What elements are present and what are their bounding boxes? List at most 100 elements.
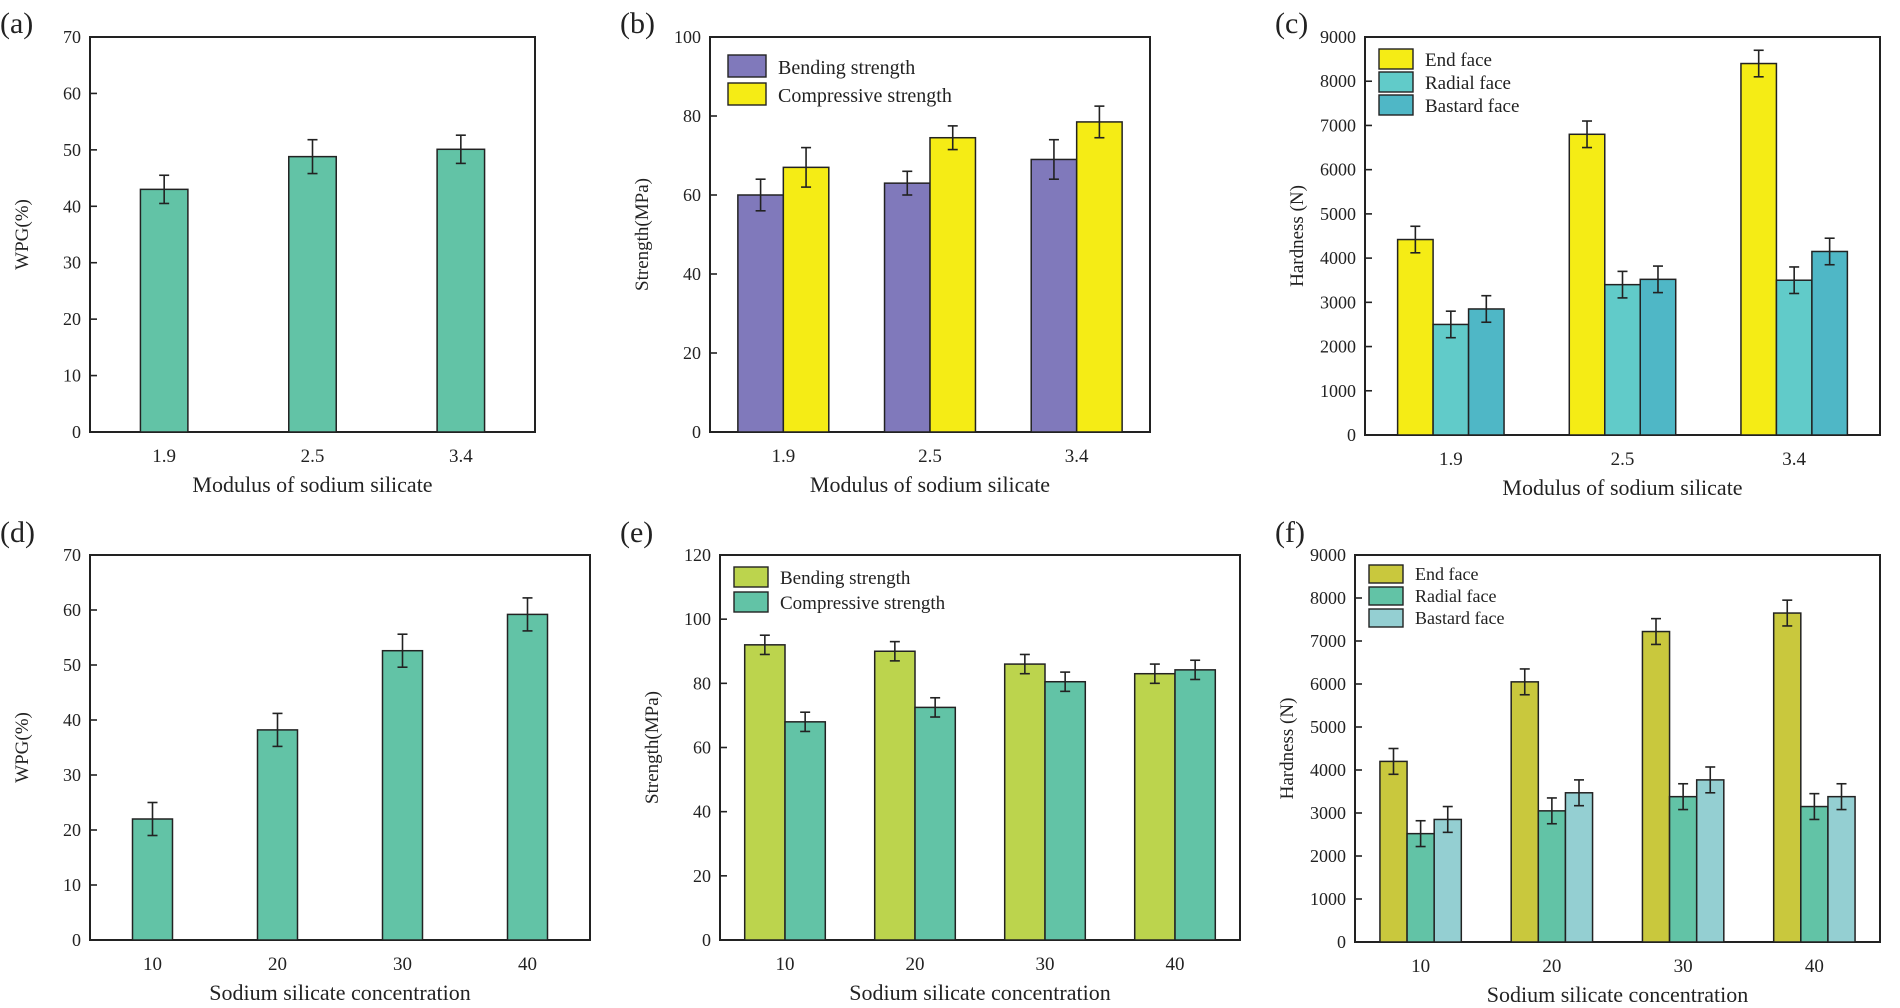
legend-label: Radial face bbox=[1425, 73, 1511, 94]
bar bbox=[1379, 760, 1408, 943]
x-tick-label: 10 bbox=[1411, 956, 1430, 977]
bar bbox=[1432, 323, 1470, 436]
bar bbox=[1133, 672, 1176, 941]
legend-swatch bbox=[1378, 48, 1414, 70]
bar bbox=[914, 706, 957, 941]
y-axis-label: Strength(MPa) bbox=[642, 691, 663, 804]
x-axis-label: Modulus of sodium silicate bbox=[1502, 475, 1742, 500]
y-tick-label: 6000 bbox=[1310, 674, 1346, 694]
legend-label: End face bbox=[1415, 564, 1478, 584]
y-axis-label: Hardness (N) bbox=[1277, 698, 1298, 800]
legend-swatch bbox=[1368, 564, 1404, 584]
y-tick-label: 10 bbox=[63, 366, 81, 386]
bar bbox=[1564, 792, 1594, 943]
y-tick-label: 3000 bbox=[1310, 803, 1346, 823]
legend-label: Bending strength bbox=[780, 568, 911, 589]
x-tick-label: 1.9 bbox=[1439, 449, 1463, 470]
bar bbox=[1396, 238, 1434, 436]
panel-c: (c) 0 1000 2000 3000 4000 5000 6000 7000 8000 9000… bbox=[1275, 7, 1881, 500]
panel-label: (d) bbox=[0, 516, 35, 549]
y-tick-label: 9000 bbox=[1320, 27, 1356, 47]
y-tick-label: 60 bbox=[693, 738, 711, 758]
bar bbox=[1641, 630, 1671, 943]
x-tick-label: 30 bbox=[393, 954, 412, 975]
bar bbox=[782, 166, 830, 433]
x-tick-label: 20 bbox=[1542, 956, 1561, 977]
y-tick-label: 60 bbox=[63, 600, 81, 620]
bar bbox=[1433, 818, 1463, 943]
bar bbox=[929, 136, 977, 433]
y-tick-label: 50 bbox=[63, 655, 81, 675]
x-tick-label: 40 bbox=[1805, 956, 1824, 977]
y-axis-label: WPG(%) bbox=[12, 199, 33, 270]
y-tick-label: 120 bbox=[684, 545, 711, 565]
panel-label: (f) bbox=[1275, 516, 1305, 549]
y-tick-label: 5000 bbox=[1320, 204, 1356, 224]
x-tick-label: 30 bbox=[1036, 954, 1055, 975]
y-tick-label: 20 bbox=[63, 309, 81, 329]
bar bbox=[1800, 805, 1829, 943]
x-tick-label: 40 bbox=[518, 954, 537, 975]
bar bbox=[1604, 283, 1641, 436]
x-tick-label: 10 bbox=[776, 954, 795, 975]
x-axis-label: Modulus of sodium silicate bbox=[192, 472, 432, 497]
y-tick-label: 20 bbox=[63, 820, 81, 840]
legend-label: Bastard face bbox=[1415, 608, 1504, 628]
legend-swatch bbox=[1368, 586, 1404, 606]
bar bbox=[1811, 250, 1849, 436]
y-tick-label: 3000 bbox=[1320, 292, 1356, 312]
legend-swatch bbox=[1378, 94, 1414, 116]
panel-d: (d) 0 10 20 30 40 50 60 70 WPG(%) Sodium silicate … bbox=[0, 516, 591, 1005]
bar bbox=[1044, 680, 1087, 941]
y-axis-label: Strength(MPa) bbox=[632, 178, 653, 291]
y-tick-label: 6000 bbox=[1320, 160, 1356, 180]
x-tick-label: 20 bbox=[268, 954, 287, 975]
legend-label: Compressive strength bbox=[780, 593, 946, 614]
y-tick-label: 7000 bbox=[1310, 631, 1346, 651]
x-tick-label: 10 bbox=[143, 954, 162, 975]
bar bbox=[1775, 279, 1813, 436]
bar bbox=[1510, 681, 1540, 943]
y-tick-label: 50 bbox=[63, 140, 81, 160]
y-tick-label: 60 bbox=[63, 83, 81, 103]
x-axis-label: Sodium silicate concentration bbox=[849, 980, 1111, 1005]
y-tick-label: 20 bbox=[693, 866, 711, 886]
bar bbox=[1467, 308, 1505, 436]
bar bbox=[873, 650, 916, 941]
panel-a: (a) 0 10 20 30 40 50 60 70 WPG(%) Modulus of sodiu… bbox=[0, 7, 536, 497]
x-tick-label: 2.5 bbox=[918, 446, 942, 467]
y-tick-label: 1000 bbox=[1310, 889, 1346, 909]
legend-label: Radial face bbox=[1415, 586, 1496, 606]
panel-label: (b) bbox=[620, 7, 655, 40]
bar bbox=[1827, 795, 1856, 943]
legend-label: Bending strength bbox=[778, 57, 915, 79]
legend-swatch bbox=[727, 54, 767, 78]
bar bbox=[1537, 810, 1567, 943]
y-tick-label: 40 bbox=[693, 802, 711, 822]
y-tick-label: 0 bbox=[1347, 425, 1356, 445]
y-tick-label: 80 bbox=[693, 673, 711, 693]
bar bbox=[1639, 278, 1677, 436]
y-tick-label: 40 bbox=[63, 196, 81, 216]
y-tick-label: 70 bbox=[63, 27, 81, 47]
x-tick-label: 2.5 bbox=[1611, 449, 1635, 470]
bar bbox=[737, 194, 785, 433]
y-tick-label: 40 bbox=[683, 264, 701, 284]
x-tick-label: 3.4 bbox=[1065, 446, 1089, 467]
legend-swatch bbox=[1378, 71, 1414, 93]
x-tick-label: 20 bbox=[906, 954, 925, 975]
bar bbox=[1174, 669, 1217, 941]
panel-label: (e) bbox=[620, 516, 653, 549]
y-tick-label: 1000 bbox=[1320, 381, 1356, 401]
y-tick-label: 8000 bbox=[1310, 588, 1346, 608]
y-tick-label: 4000 bbox=[1320, 248, 1356, 268]
y-tick-label: 30 bbox=[63, 253, 81, 273]
y-tick-label: 0 bbox=[1337, 932, 1346, 952]
y-tick-label: 0 bbox=[72, 422, 81, 442]
panel-label: (c) bbox=[1275, 7, 1308, 40]
legend-label: Bastard face bbox=[1425, 96, 1519, 117]
bar bbox=[131, 818, 174, 941]
